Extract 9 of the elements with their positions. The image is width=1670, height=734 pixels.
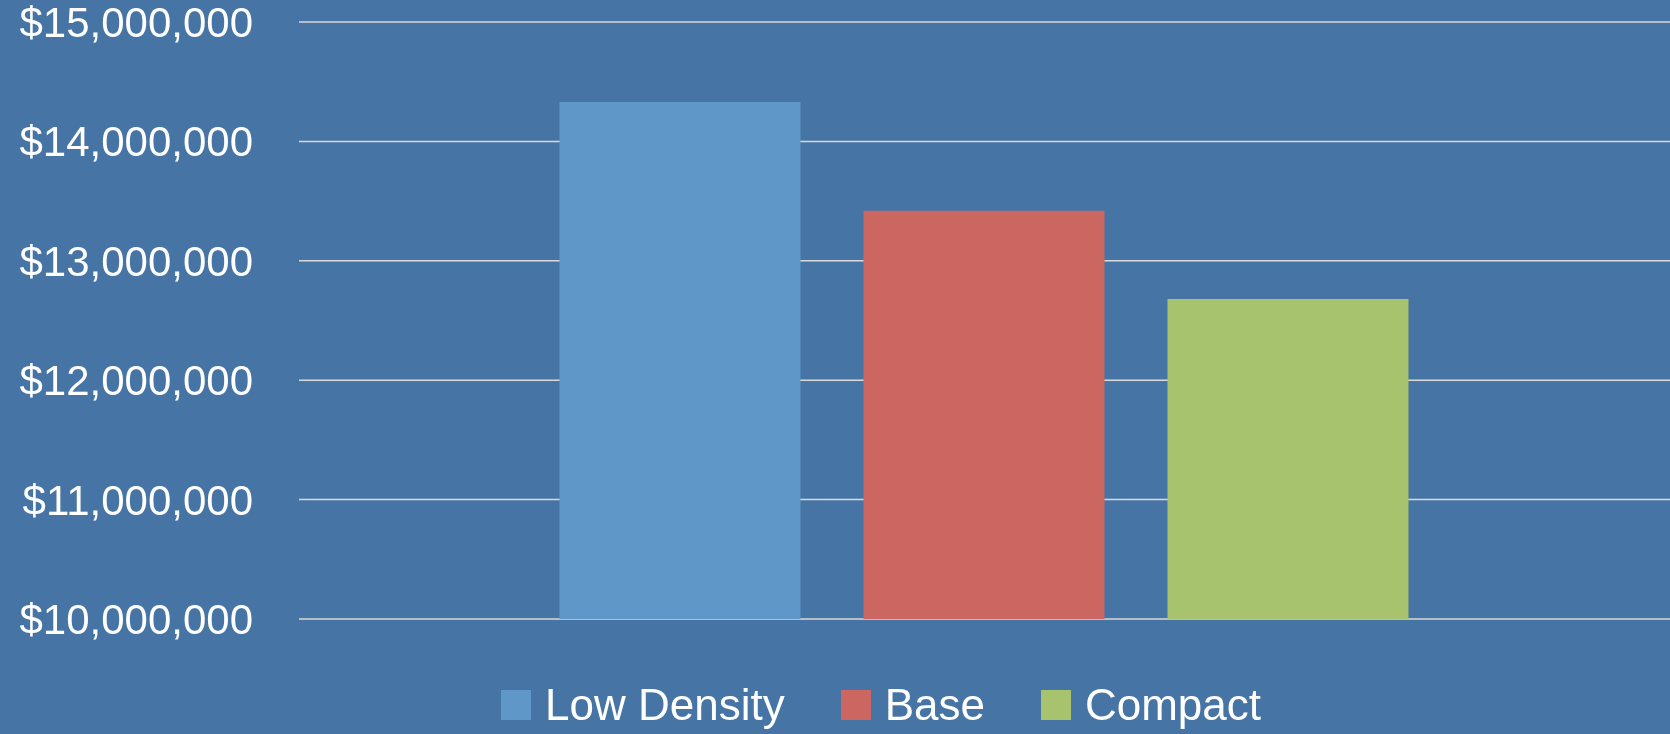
y-tick-label: $14,000,000 [19,118,253,166]
y-tick-label: $13,000,000 [19,237,253,285]
legend-label: Low Density [544,680,785,730]
legend-label: Base [884,680,985,730]
y-tick-label: $10,000,000 [19,595,253,643]
y-tick-label: $11,000,000 [22,476,253,524]
y-tick-label: $15,000,000 [19,0,253,46]
y-tick-label: $12,000,000 [19,357,253,405]
legend-label: Compact [1084,680,1262,730]
